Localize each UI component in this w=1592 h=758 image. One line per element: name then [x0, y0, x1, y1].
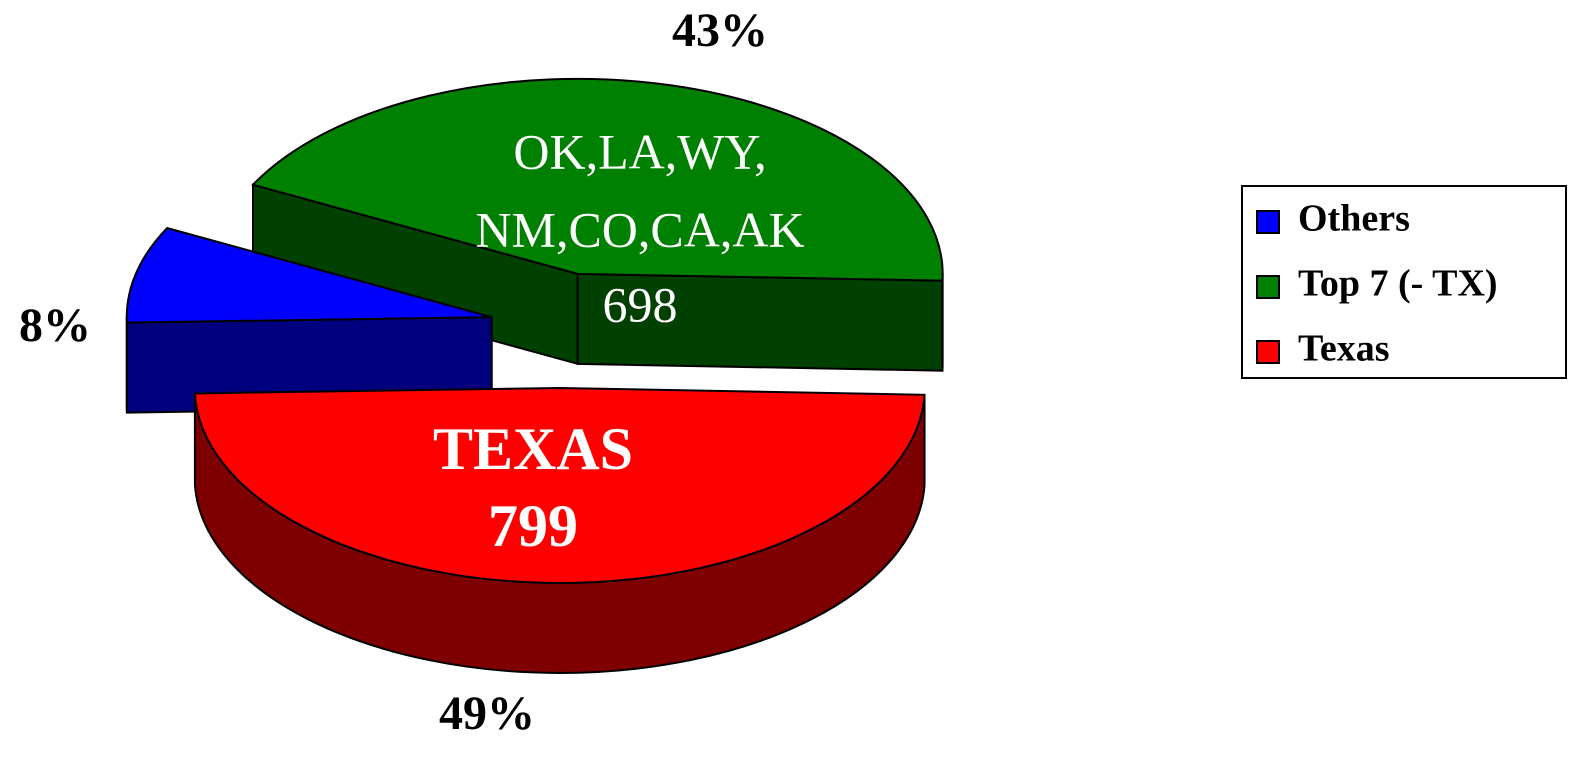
slice-annotation: 799 — [488, 493, 578, 559]
slice-annotation: NM,CO,CA,AK — [475, 201, 804, 257]
legend-label: Top 7 (- TX) — [1298, 263, 1498, 305]
legend-label: Others — [1298, 198, 1410, 240]
percent-label: 43% — [672, 4, 768, 57]
legend-swatch — [1257, 341, 1279, 363]
slice-annotation: OK,LA,WY, — [513, 123, 766, 179]
percent-label: 49% — [439, 687, 535, 740]
slice-annotation: 698 — [603, 276, 678, 332]
legend-swatch — [1257, 211, 1279, 233]
percent-label: 8% — [19, 299, 91, 352]
legend-swatch — [1257, 276, 1279, 298]
slice-annotation: TEXAS — [433, 416, 633, 482]
legend-label: Texas — [1298, 328, 1390, 370]
